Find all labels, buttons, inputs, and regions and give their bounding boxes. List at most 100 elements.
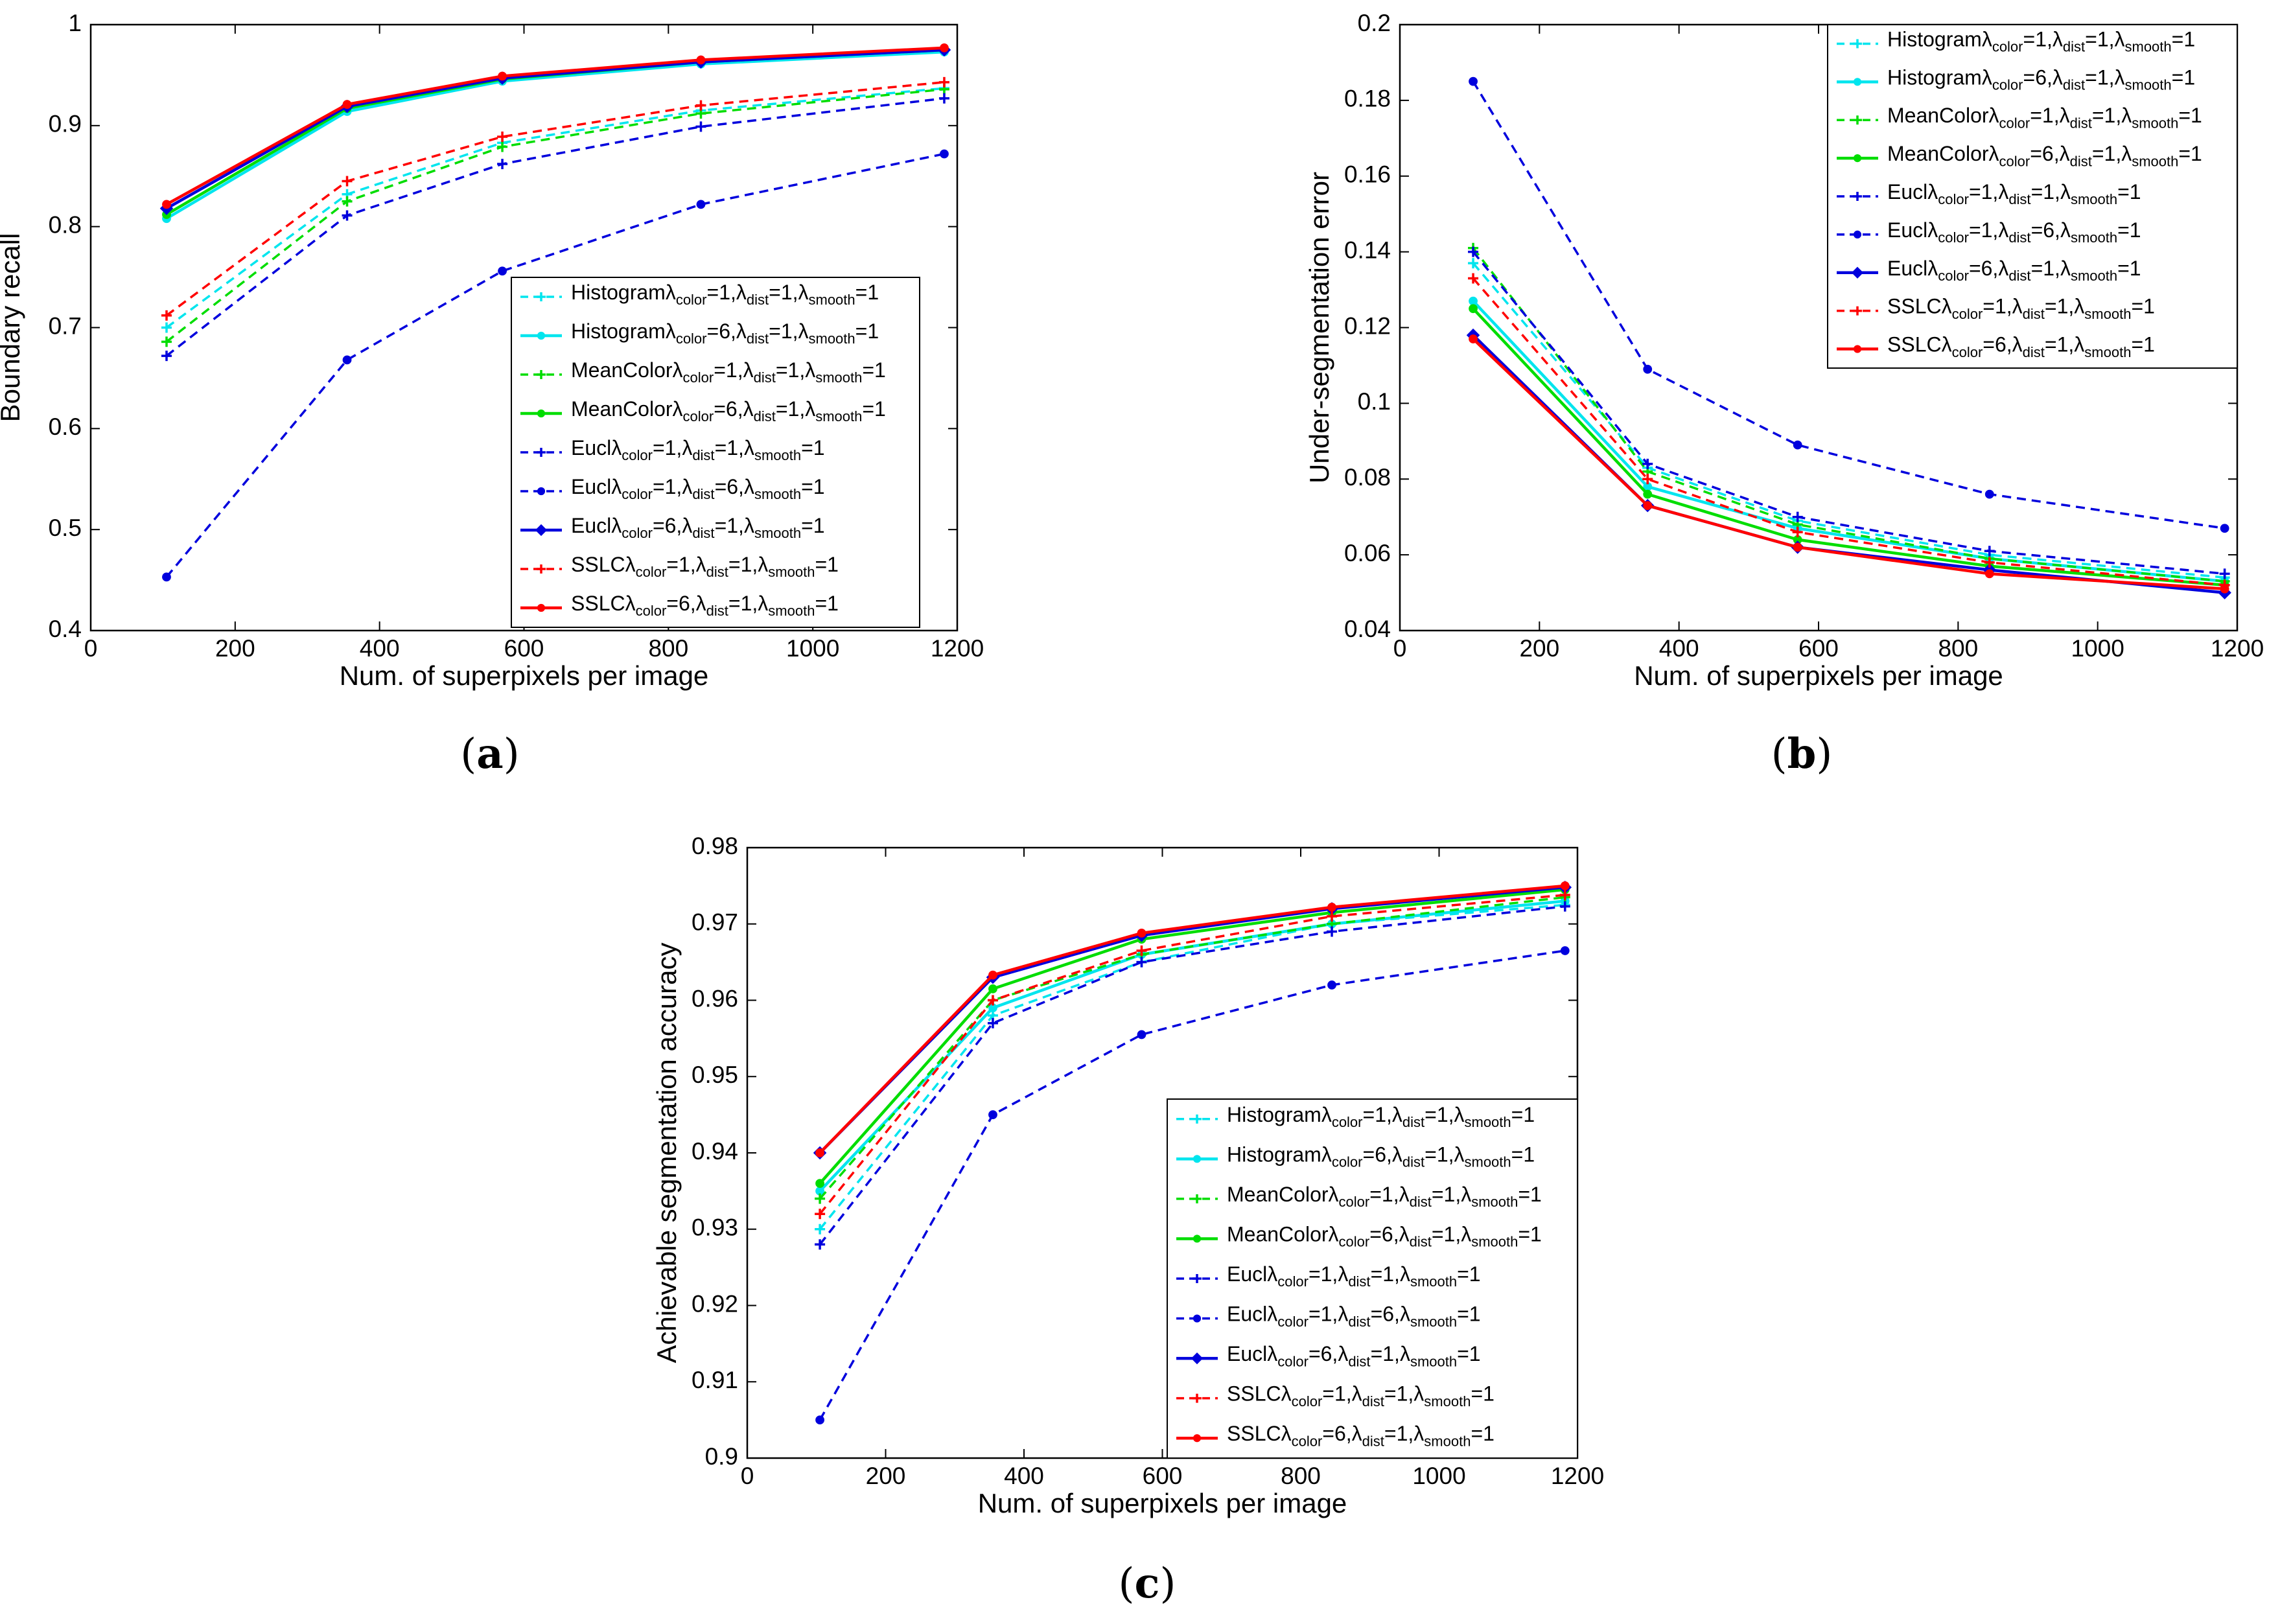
data-point: [1136, 957, 1147, 968]
legend-item: MeanColorλcolor=1,λdist=1,λsmooth=1: [1176, 1183, 1542, 1210]
series-sslc-9: [815, 881, 1570, 1157]
legend-item: MeanColorλcolor=1,λdist=1,λsmooth=1: [520, 358, 886, 386]
y-tick-label: 0.98: [692, 833, 738, 859]
legend-item: Histogramλcolor=6,λdist=1,λsmooth=1: [1176, 1143, 1535, 1170]
legend-item: Euclλcolor=1,λdist=6,λsmooth=1: [520, 475, 825, 502]
panel-label: (b): [1771, 730, 1833, 778]
data-point: [1792, 527, 1803, 538]
data-point: [815, 1193, 826, 1204]
chart-panel-b: 0 200 400 600 800 1000 1200 0.04 0.06 0.08 0.1 0.12…: [1304, 10, 2264, 778]
legend-label: SSLCλcolor=6,λdist=1,λsmooth=1: [571, 592, 839, 619]
series-line: [1472, 262, 2225, 579]
data-point: [1792, 511, 1803, 522]
legend-label: SSLCλcolor=1,λdist=1,λsmooth=1: [571, 553, 839, 580]
data-point: [161, 322, 172, 333]
legend-item: Histogramλcolor=6,λdist=1,λsmooth=1: [520, 319, 879, 347]
legend-marker: [1192, 1434, 1202, 1443]
legend-marker: [537, 487, 546, 496]
series-sslc-9: [162, 43, 949, 209]
data-point: [497, 159, 508, 170]
y-tick-label: 0.9: [49, 111, 82, 137]
chart-panel-a: 0 200 400 600 800 1000 1200 0.4 0.5 0.6 0.7 0.8 0.9 1…: [0, 10, 984, 778]
data-point: [2220, 584, 2229, 594]
y-tick-label: 0.2: [1358, 10, 1391, 36]
legend-label: Euclλcolor=1,λdist=6,λsmooth=1: [571, 475, 825, 502]
legend-label: Euclλcolor=1,λdist=6,λsmooth=1: [1887, 218, 2141, 246]
legend: Histogramλcolor=1,λdist=1,λsmooth=1 Histo…: [1167, 1098, 1578, 1459]
data-point: [1469, 296, 1478, 306]
legend-item: Euclλcolor=1,λdist=6,λsmooth=1: [1837, 218, 2141, 246]
legend-label: Histogramλcolor=6,λdist=1,λsmooth=1: [1227, 1143, 1535, 1170]
data-point: [940, 149, 949, 159]
data-point: [1793, 542, 1802, 552]
legend-item: Histogramλcolor=1,λdist=1,λsmooth=1: [520, 281, 879, 308]
legend-label: MeanColorλcolor=1,λdist=1,λsmooth=1: [1227, 1183, 1542, 1210]
data-point: [162, 572, 171, 582]
legend-marker: [1192, 1114, 1202, 1124]
legend-marker: [537, 564, 546, 574]
data-point: [342, 210, 353, 221]
legend-item: Euclλcolor=6,λdist=1,λsmooth=1: [1176, 1343, 1481, 1369]
legend-marker: [537, 409, 546, 418]
y-tick-label: 0.94: [692, 1138, 738, 1165]
y-tick-label: 0.93: [692, 1214, 738, 1241]
y-tick-label: 0.9: [705, 1443, 738, 1470]
data-point: [815, 1415, 824, 1425]
legend-marker: [1192, 1393, 1202, 1403]
data-point: [1643, 364, 1653, 374]
y-axis-label: Under-segmentation error: [1304, 172, 1334, 483]
data-point: [497, 141, 508, 152]
data-point: [988, 1110, 997, 1120]
y-tick-label: 0.97: [692, 909, 738, 936]
x-axis-label: Num. of superpixels per image: [1634, 660, 2003, 691]
y-axis-label: Boundary recall: [0, 233, 25, 423]
y-tick-label: 0.12: [1344, 312, 1391, 339]
legend-marker: [1853, 306, 1862, 316]
legend-marker: [537, 370, 546, 379]
data-point: [987, 995, 998, 1006]
legend-item: SSLCλcolor=6,λdist=1,λsmooth=1: [1837, 333, 2155, 360]
legend-item: SSLCλcolor=1,λdist=1,λsmooth=1: [1837, 295, 2155, 322]
data-point: [1643, 501, 1653, 511]
legend-marker: [1192, 1155, 1202, 1163]
chart-panel-c: 0 200 400 600 800 1000 1200 0.9 0.91 0.92 0.93 0.94…: [651, 833, 1604, 1608]
series-line: [819, 949, 1566, 1421]
legend-box: [511, 277, 920, 628]
series-sslc-8: [815, 890, 1570, 1220]
data-point: [815, 1239, 826, 1250]
legend-box: [1827, 24, 2238, 369]
x-tick-label: 800: [1281, 1463, 1321, 1489]
legend-item: Histogramλcolor=6,λdist=1,λsmooth=1: [1837, 66, 2195, 93]
y-tick-label: 0.06: [1344, 540, 1391, 566]
legend-label: Histogramλcolor=6,λdist=1,λsmooth=1: [1887, 66, 2195, 93]
legend-item: SSLCλcolor=1,λdist=1,λsmooth=1: [520, 553, 839, 580]
legend-marker: [1853, 78, 1862, 86]
x-tick-label: 1200: [1551, 1463, 1604, 1489]
y-tick-label: 0.16: [1344, 161, 1391, 188]
legend-item: Euclλcolor=1,λdist=1,λsmooth=1: [1176, 1262, 1481, 1290]
legend-label: Histogramλcolor=1,λdist=1,λsmooth=1: [1227, 1103, 1535, 1130]
data-point: [1642, 474, 1653, 485]
y-tick-label: 0.6: [49, 413, 82, 440]
data-point: [695, 121, 706, 132]
data-point: [1327, 926, 1338, 937]
legend-marker: [1853, 345, 1862, 353]
y-tick-label: 0.8: [49, 211, 82, 238]
data-point: [2219, 568, 2230, 579]
legend-label: Euclλcolor=1,λdist=1,λsmooth=1: [1227, 1262, 1481, 1290]
legend-label: MeanColorλcolor=1,λdist=1,λsmooth=1: [1887, 104, 2202, 132]
legend-box: [1167, 1098, 1578, 1459]
legend-marker: [537, 448, 546, 457]
legend-marker: [1192, 1274, 1202, 1283]
data-point: [2220, 524, 2229, 533]
data-point: [1643, 489, 1653, 499]
y-tick-label: 0.7: [49, 312, 82, 339]
data-point: [815, 1209, 826, 1220]
legend-item: MeanColorλcolor=6,λdist=1,λsmooth=1: [1176, 1223, 1542, 1249]
legend-label: Euclλcolor=1,λdist=1,λsmooth=1: [571, 436, 825, 463]
data-point: [1984, 489, 1994, 499]
x-axis-label: Num. of superpixels per image: [978, 1488, 1347, 1518]
data-point: [815, 1148, 824, 1157]
data-point: [342, 100, 352, 110]
